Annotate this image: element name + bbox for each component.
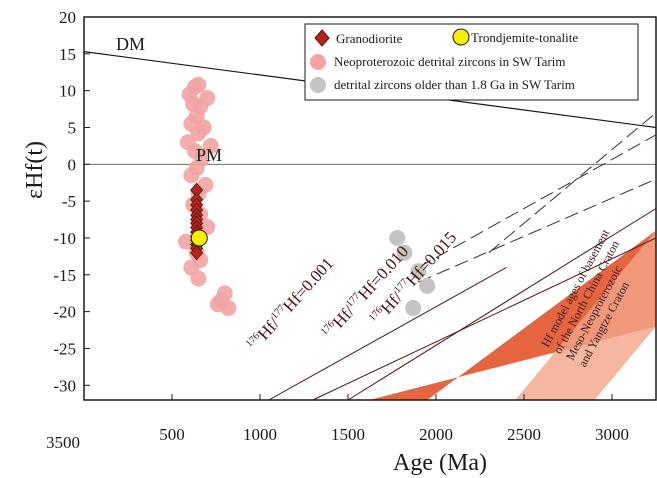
evolution-line-dashed [488, 112, 657, 254]
legend-label-older: detrital zircons older than 1.8 Ga in SW… [334, 77, 575, 92]
x-tick-label: 2000 [419, 425, 453, 444]
point-neoproterozoic [178, 233, 195, 250]
legend-marker-granodiorite [314, 29, 330, 47]
x-axis-title: Age (Ma) [393, 450, 487, 476]
data-points [178, 76, 436, 316]
legend-label-trondjemite: Trondjemite-tonalite [471, 30, 578, 45]
point-neoproterozoic [190, 270, 207, 287]
evolution-line-dashed [418, 178, 657, 283]
x-tick-label: 1500 [331, 425, 365, 444]
y-tick-label: 20 [59, 8, 76, 27]
pm-label: PM [196, 145, 222, 165]
y-tick-label: 5 [68, 118, 77, 137]
y-tick-label: -10 [53, 229, 76, 248]
evolution-line-dashed [418, 134, 657, 268]
point-older-detrital [410, 263, 427, 280]
point-trondjemite [190, 229, 208, 247]
legend-box [304, 23, 639, 101]
point-neoproterozoic [216, 285, 233, 302]
evolution-line [268, 266, 507, 401]
legend-label-granodiorite: Granodiorite [336, 31, 403, 46]
basement-band-upper [515, 230, 656, 400]
y-tick-label: -15 [53, 266, 76, 285]
y-tick-label: -5 [62, 192, 76, 211]
y-axis-title: εHf(t) [22, 141, 48, 199]
evolution-line [347, 208, 657, 401]
x-tick-label: 500 [159, 425, 185, 444]
x-tick-label: 2500 [507, 425, 541, 444]
legend: Granodiorite Trondjemite-tonalite Neopro… [304, 23, 639, 101]
evolution-line [312, 237, 657, 401]
y-tick-label: -25 [53, 339, 76, 358]
legend-marker-neoproterozoic [310, 54, 326, 70]
point-older-detrital [405, 299, 422, 316]
legend-label-neoproterozoic: Neoproterozoic detrital zircons in SW Ta… [334, 54, 565, 69]
x-tick-label: 3000 [595, 425, 629, 444]
basement-bands [369, 230, 656, 400]
y-tick-label: -30 [53, 376, 76, 395]
legend-marker-trondjemite [452, 28, 470, 46]
y-tick-label: 0 [68, 155, 77, 174]
point-older-detrital [396, 244, 413, 261]
y-tick-label: 15 [59, 45, 76, 64]
plot-frame [83, 16, 657, 401]
dm-label: DM [116, 34, 145, 54]
extra-x-tick-label: 3500 [46, 433, 80, 452]
x-tick-label: 1000 [243, 425, 277, 444]
legend-marker-older [310, 77, 326, 93]
point-granodiorite [190, 245, 204, 261]
point-older-detrital [419, 277, 436, 294]
point-neoproterozoic [202, 137, 219, 154]
y-tick-label: 10 [59, 82, 76, 101]
point-older-detrital [389, 229, 406, 246]
y-tick-label: -20 [53, 303, 76, 322]
point-neoproterozoic [190, 125, 207, 142]
point-neoproterozoic [183, 167, 200, 184]
axes: -30 -25 -20 -15 -10 -5 0 5 10 15 20 500 1000 1500 2000… [53, 8, 629, 444]
